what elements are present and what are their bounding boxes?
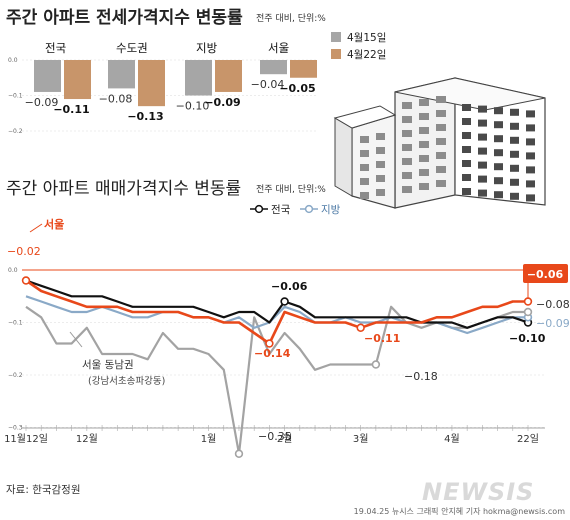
jeonse-bar-apr22 (64, 60, 91, 100)
legend-marker-jibang (304, 204, 314, 214)
mar-label: −0.11 (364, 332, 400, 345)
jeonse-bar-apr15 (34, 60, 61, 92)
series-marker-seoul (523, 297, 533, 306)
jeonse-value-label: −0.08 (99, 92, 133, 105)
sales-x-tick-label: 2월 (277, 433, 293, 445)
source-label: 자료: 한국감정원 (6, 484, 81, 496)
series-line-jeonguk (25, 279, 529, 329)
feb-peak-label: −0.06 (271, 280, 308, 293)
sales-y-tick: −0.2 (8, 372, 23, 379)
sales-x-tick-label: 1월 (201, 433, 217, 445)
end-seoul-label: −0.06 (527, 268, 564, 281)
apartment-building-illustration (333, 77, 546, 209)
credit-line: 19.04.25 뉴시스 그래픽 안지혜 기자 hokma@newsis.com (354, 506, 566, 516)
seoul-low-label: −0.14 (254, 347, 291, 360)
jeonse-value-label: −0.10 (176, 100, 210, 113)
series-marker-seoul-donam (234, 449, 244, 458)
series-marker-seoul (21, 276, 31, 285)
legend-label-apr15: 4월15일 (347, 31, 386, 44)
sales-x-tick-label: 3월 (353, 433, 369, 445)
jeonse-value-label: −0.05 (279, 82, 315, 95)
series-marker-seoul (356, 323, 365, 332)
series-marker-seoul-donam (523, 307, 533, 317)
sales-unit: 전주 대비, 단위:% (256, 184, 326, 195)
end-jibang-label: −0.09 (536, 317, 570, 330)
sales-series (21, 276, 533, 458)
legend-label-apr22: 4월22일 (347, 48, 386, 61)
jeonse-value-label: −0.09 (204, 96, 240, 109)
jeonse-bar-apr22 (290, 60, 317, 78)
sales-x-tick-label: 12월 (76, 433, 98, 445)
jeonse-y-ticks: 0.0 −0.1 −0.2 (8, 57, 23, 135)
jeonse-y-tick: −0.1 (8, 93, 23, 100)
jeonse-title: 주간 아파트 전세가격지수 변동률 (6, 8, 243, 28)
series-marker-seoul (265, 339, 274, 348)
series-line-jibang (25, 295, 528, 335)
sales-chart: 주간 아파트 매매가격지수 변동률 전주 대비, 단위:% 전국 지방 0.0 −… (4, 179, 570, 458)
sales-legend: 전국 지방 (250, 204, 341, 216)
jeonse-bar-apr22 (138, 60, 165, 107)
series-marker-jeonguk (280, 297, 289, 306)
donam-mar-label: −0.18 (404, 370, 438, 383)
donam-callout-line (69, 331, 83, 348)
sales-y-tick: −0.1 (8, 320, 23, 327)
legend-label-jibang: 지방 (321, 204, 341, 216)
jeonse-unit: 전주 대비, 단위:% (256, 13, 326, 24)
legend-marker-jeonguk (254, 204, 264, 214)
series-line-seoul (25, 279, 528, 345)
newsis-watermark: NEWSIS (422, 478, 534, 506)
jeonse-value-label: −0.13 (127, 110, 163, 123)
seoul-callout-label: 서울 (44, 217, 64, 231)
jeonse-bar-apr15 (260, 60, 287, 75)
sales-y-tick: 0.0 (8, 267, 18, 274)
legend-swatch-apr15 (331, 32, 341, 42)
legend-label-jeonguk: 전국 (271, 204, 291, 216)
sales-x-tick-label: 4월 (444, 433, 460, 445)
jeonse-value-labels: −0.09−0.11−0.08−0.13−0.10−0.09−0.04−0.05 (25, 78, 316, 123)
sales-y-ticks: 0.0 −0.1 −0.2 −0.3 (8, 267, 23, 432)
jeonse-bars (34, 60, 317, 107)
region-label-jibang: 지방 (196, 41, 218, 55)
donam-low-label: −0.35 (258, 430, 292, 443)
sales-title: 주간 아파트 매매가격지수 변동률 (6, 179, 241, 199)
sales-y-tick: −0.3 (8, 425, 23, 432)
sales-x-tick-label: 22일 (517, 433, 539, 445)
region-label-jeonguk: 전국 (45, 41, 66, 55)
region-label-sudogwon: 수도권 (116, 41, 148, 55)
jeonse-bar-apr15 (185, 60, 212, 96)
end-jeonguk-label: −0.10 (509, 332, 546, 345)
jeonse-chart: 주간 아파트 전세가격지수 변동률 전주 대비, 단위:% 0.0−0.1−0.… (6, 8, 386, 135)
jeonse-y-tick: 0.0 (8, 57, 18, 64)
donam-sub-label: (강남서초송파강동) (88, 376, 165, 387)
jeonse-value-label: −0.09 (25, 96, 59, 109)
start-value-label: −0.02 (7, 245, 41, 258)
region-label-seoul: 서울 (268, 41, 289, 55)
sales-x-axis: 11월12일 12월 1월 2월 3월 4월 22일 (4, 425, 545, 445)
sales-grid (22, 322, 545, 428)
sales-x-tick-label: 11월12일 (4, 433, 48, 445)
jeonse-value-label: −0.04 (251, 78, 285, 91)
jeonse-bar-apr22 (215, 60, 242, 92)
jeonse-bar-apr15 (108, 60, 135, 89)
series-marker-seoul-donam (371, 360, 381, 369)
donam-label: 서울 동남권 (82, 359, 134, 371)
jeonse-y-tick: −0.2 (8, 128, 23, 135)
end-seoul-badge (523, 264, 568, 283)
legend-swatch-apr22 (331, 49, 341, 59)
end-gray-label: −0.08 (536, 298, 570, 311)
jeonse-value-label: −0.11 (53, 103, 89, 116)
